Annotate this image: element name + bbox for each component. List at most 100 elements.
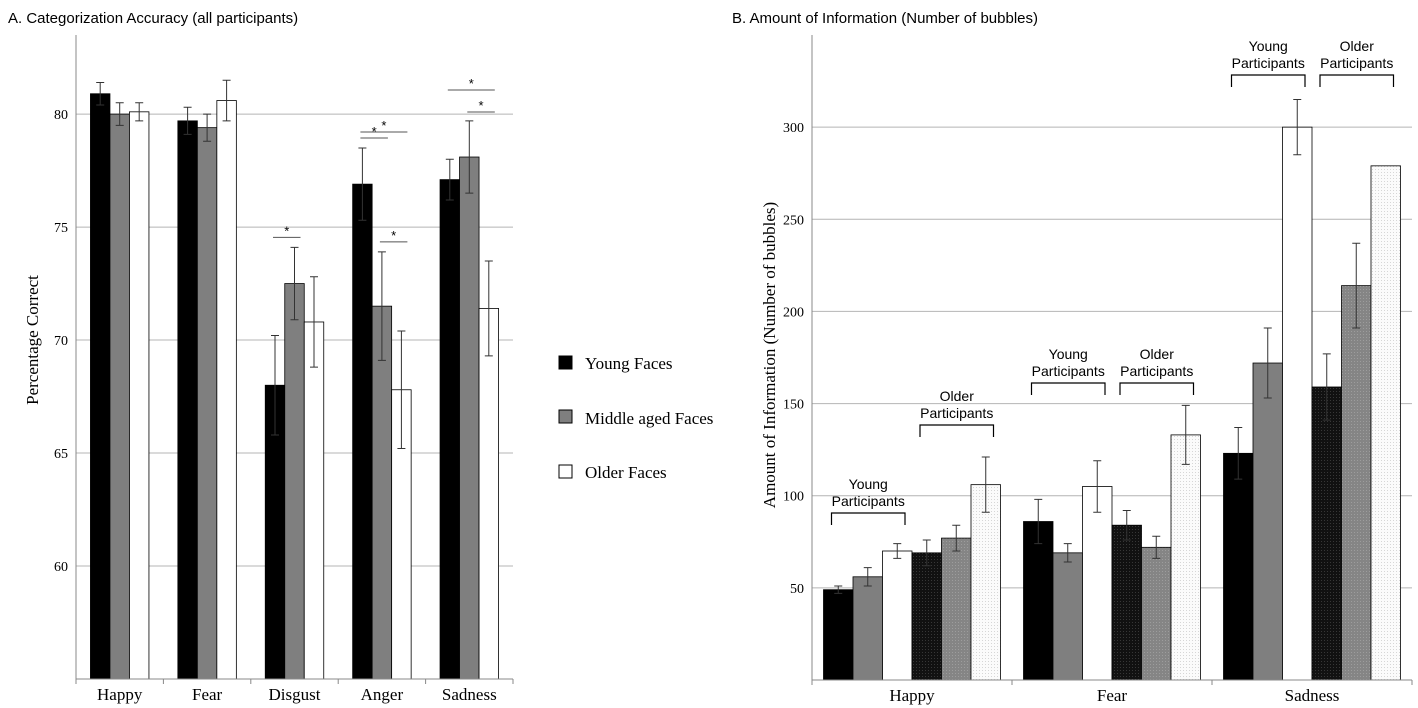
panel-b-error-bar	[1234, 427, 1243, 480]
panel-a-error-bar	[465, 120, 474, 194]
panel-a-error-bar	[290, 246, 299, 321]
panel-b-error-bar	[922, 539, 931, 567]
panel-b-x-tick-label: Happy	[889, 686, 935, 705]
panel-b-group-label-young: Young	[849, 476, 888, 492]
panel-a-y-axis-label: Percentage Correct	[23, 275, 42, 405]
panel-b-error-bar	[893, 543, 902, 559]
panel-a-y-tick-label: 60	[54, 560, 68, 575]
panel-b-error-bar	[1093, 460, 1102, 513]
panel-b-bar-happy-older-participants-young-faces	[911, 552, 942, 681]
panel-a-significance-star: *	[391, 228, 396, 243]
panel-a-error-bar	[310, 276, 318, 368]
panel-a-error-bar	[377, 251, 386, 361]
panel-b-bar-fear-older-participants-middle-aged-faces	[1141, 546, 1172, 681]
panel-a-y-tick-label: 70	[54, 334, 68, 349]
panel-b-error-bar	[1122, 509, 1131, 541]
legend-swatch-older-faces	[558, 464, 573, 479]
panel-b-bar-fear-young-participants-young-faces	[1023, 521, 1054, 681]
panel-a-error-bar	[358, 147, 367, 221]
panel-b-error-bar	[1322, 353, 1331, 421]
panel-b-bar-happy-older-participants-middle-aged-faces	[941, 537, 972, 681]
panel-b-bar-fear-young-participants-older-faces	[1082, 486, 1113, 681]
panel-b-group-bracket-older	[1319, 74, 1395, 87]
panel-b-bar-sadness-young-participants-older-faces	[1282, 126, 1313, 681]
panel-b-group-label-older: Older	[940, 388, 975, 404]
panel-a-bar-happy-older-faces	[129, 111, 150, 680]
panel-a-y-tick-label: 65	[54, 447, 68, 462]
panel-b-y-tick-label: 250	[783, 213, 804, 228]
panel-a-error-bar	[135, 102, 144, 122]
panel-a-bar-anger-middle-aged-faces	[371, 305, 393, 680]
panel-a-bar-disgust-older-faces	[303, 321, 325, 680]
panel-b-group-bracket-older	[919, 424, 995, 437]
panel-b-y-tick-label: 100	[783, 490, 804, 505]
panel-b-error-bar	[1034, 498, 1043, 545]
panel-a-x-tick-label: Happy	[97, 685, 143, 704]
panel-b-bar-sadness-older-participants-older-faces	[1370, 165, 1401, 681]
legend-swatch-young-faces	[558, 355, 573, 370]
panel-b-error-bar	[834, 585, 843, 594]
panel-a-error-bar	[183, 106, 192, 135]
panel-b-error-bar	[1181, 404, 1190, 465]
panel-a-error-bar	[271, 335, 279, 436]
panel-b-bar-sadness-older-participants-young-faces	[1311, 386, 1342, 681]
panel-a-error-bar	[397, 330, 406, 450]
panel-b-y-tick-label: 50	[790, 582, 804, 597]
panel-b-group-label-young: Participants	[832, 493, 905, 509]
panel-b-group-bracket-young	[1030, 382, 1106, 395]
panel-b-bar-happy-young-participants-older-faces	[882, 550, 913, 681]
legend: Young Faces Middle aged Faces Older Face…	[558, 354, 713, 482]
legend-label-older-faces: Older Faces	[585, 463, 667, 482]
panel-a-x-tick-label: Fear	[192, 685, 223, 704]
panel-b-chart: B. Amount of Information (Number of bubb…	[732, 10, 1413, 705]
panel-a-error-bar	[222, 79, 231, 122]
panel-a-bar-anger-young-faces	[352, 183, 373, 680]
panel-a-error-bar	[484, 260, 493, 357]
legend-label-middle-aged-faces: Middle aged Faces	[585, 409, 713, 428]
panel-b-bar-happy-young-participants-young-faces	[823, 589, 854, 681]
panel-b-bar-fear-young-participants-middle-aged-faces	[1052, 552, 1083, 681]
legend-label-young-faces: Young Faces	[585, 354, 673, 373]
panel-b-y-tick-label: 150	[783, 398, 804, 413]
panel-b-error-bar	[1263, 327, 1272, 399]
panel-b-error-bar	[863, 567, 872, 587]
legend-swatch-middle-aged-faces	[558, 409, 573, 424]
panel-b-y-tick-label: 300	[783, 121, 804, 136]
panel-a-bar-fear-older-faces	[216, 100, 237, 680]
panel-b-group-label-young: Young	[1049, 346, 1088, 362]
panel-b-y-axis-label: Amount of Information (Number of bubbles…	[760, 202, 779, 508]
panel-b-group-label-young: Participants	[1032, 363, 1105, 379]
panel-a-x-tick-label: Anger	[361, 685, 404, 704]
panel-b-title: B. Amount of Information (Number of bubb…	[732, 10, 1038, 27]
panel-b-error-bar	[981, 456, 990, 513]
panel-a-error-bar	[115, 102, 124, 126]
panel-a-bar-sadness-young-faces	[439, 179, 460, 680]
panel-b-error-bar	[1063, 543, 1072, 563]
panel-a-significance-star: *	[469, 76, 474, 91]
panel-b-error-bar	[952, 524, 961, 552]
panel-a-y-tick-label: 75	[54, 221, 68, 236]
panel-a-bar-fear-middle-aged-faces	[196, 127, 218, 680]
panel-a-error-bar	[96, 81, 105, 106]
panel-a-x-tick-label: Sadness	[442, 685, 497, 704]
panel-b-bar-sadness-older-participants-middle-aged-faces	[1341, 285, 1372, 681]
panel-b-bar-fear-older-participants-young-faces	[1111, 524, 1142, 681]
panel-b-group-label-older: Participants	[920, 405, 993, 421]
panel-b-y-tick-label: 200	[783, 305, 804, 320]
panel-a-title: A. Categorization Accuracy (all particip…	[8, 10, 298, 27]
panel-a-bar-sadness-older-faces	[478, 308, 499, 680]
panel-a-bar-happy-young-faces	[90, 93, 111, 680]
panel-a-significance-star: *	[381, 118, 386, 133]
panel-a-bar-disgust-middle-aged-faces	[284, 283, 305, 680]
panel-a-chart: A. Categorization Accuracy (all particip…	[8, 10, 514, 704]
panel-b-bar-happy-young-participants-middle-aged-faces	[852, 576, 883, 681]
panel-a-significance-star: *	[284, 223, 289, 238]
panel-b-group-bracket-young	[830, 512, 906, 525]
panel-b-error-bar	[1293, 99, 1302, 156]
panel-b-bar-sadness-young-participants-young-faces	[1223, 452, 1254, 681]
panel-a-error-bar	[445, 158, 454, 201]
panel-b-group-label-older: Older	[1340, 38, 1375, 54]
panel-b-group-bracket-young	[1230, 74, 1306, 87]
panel-b-group-label-young: Young	[1249, 38, 1288, 54]
